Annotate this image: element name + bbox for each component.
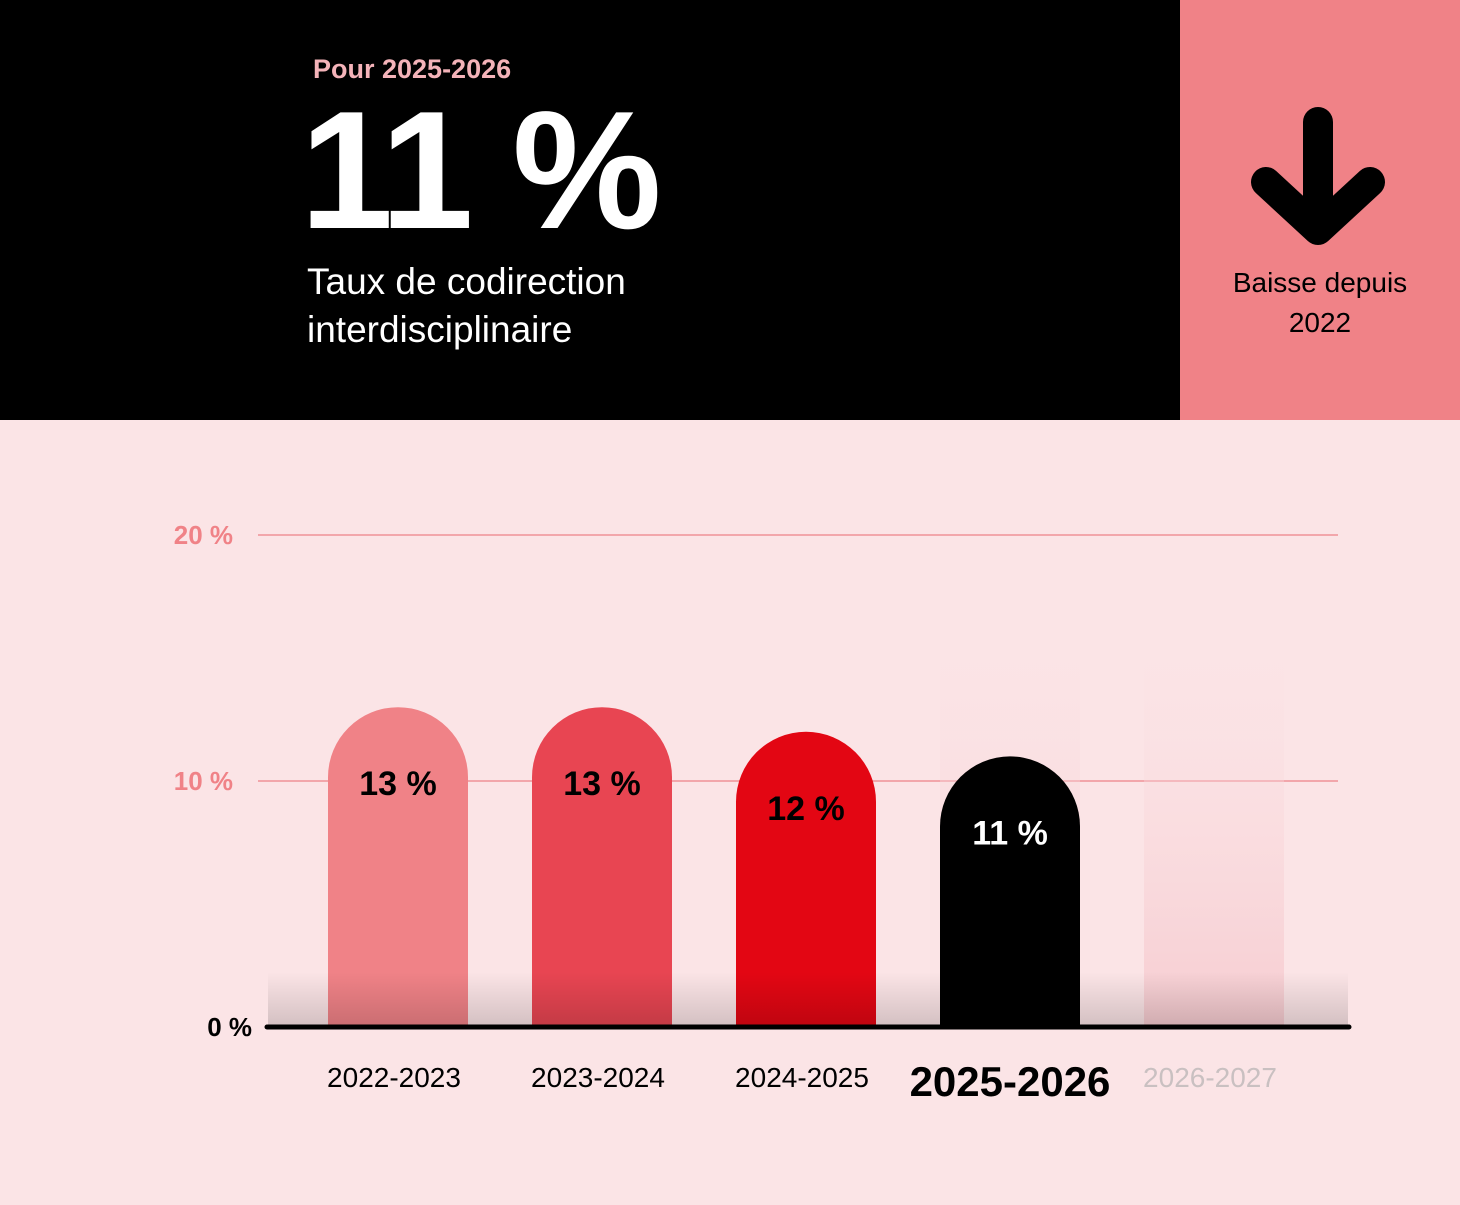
bar-chart: 0 % 10 % 20 % 13 % 13 % 12 % 11 % 2022-2023 2023… (0, 420, 1460, 1200)
bar-value-label: 13 % (359, 765, 437, 803)
headline-value: 11 % (300, 76, 662, 264)
bar-value-label: 12 % (767, 790, 845, 828)
trend-line-1: Baisse depuis (1232, 267, 1408, 298)
x-category-label: 2022-2023 (327, 1062, 461, 1093)
subtitle-line-2: interdisciplinaire (307, 309, 573, 350)
headline-subtitle: Taux de codirection interdisciplinaire (307, 258, 907, 354)
y-tick-label: 0 % (207, 1012, 252, 1042)
floor-shadow (268, 972, 1348, 1027)
x-category-label: 2026-2027 (1143, 1062, 1277, 1093)
subtitle-line-1: Taux de codirection (307, 261, 626, 302)
bar-value-label: 11 % (972, 814, 1048, 852)
bar-value-label: 13 % (563, 765, 641, 803)
bar (532, 707, 672, 1027)
header-panel (0, 0, 1180, 420)
bar (328, 707, 468, 1027)
bar (940, 756, 1080, 1027)
arrow-down-icon (1251, 107, 1385, 245)
x-category-label: 2025-2026 (910, 1058, 1111, 1105)
chart-svg: 0 % 10 % 20 % 13 % 13 % 12 % 11 % 2022-2023 2023… (174, 520, 1352, 1105)
x-category-label: 2024-2025 (735, 1062, 869, 1093)
header-kicker: Pour 2025-2026 (313, 54, 512, 84)
x-category-label: 2023-2024 (531, 1062, 665, 1093)
bar (736, 731, 876, 1027)
ghost-column (1144, 601, 1284, 1027)
y-tick-label: 20 % (174, 520, 233, 550)
trend-line-2: 2022 (1288, 307, 1352, 338)
y-tick-label: 10 % (174, 766, 233, 796)
trend-text: Baisse depuis 2022 (1190, 263, 1450, 343)
